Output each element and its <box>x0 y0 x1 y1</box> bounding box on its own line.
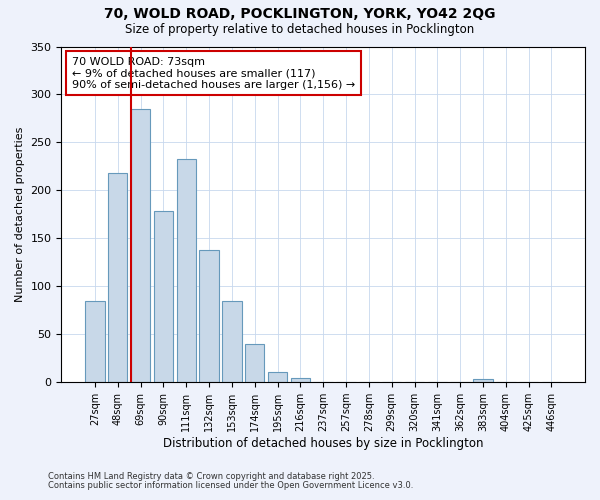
Bar <box>290 378 310 382</box>
Bar <box>108 173 127 382</box>
Text: 70, WOLD ROAD, POCKLINGTON, YORK, YO42 2QG: 70, WOLD ROAD, POCKLINGTON, YORK, YO42 2… <box>104 8 496 22</box>
Text: Contains public sector information licensed under the Open Government Licence v3: Contains public sector information licen… <box>48 481 413 490</box>
Bar <box>268 372 287 382</box>
Bar <box>176 158 196 382</box>
Text: Contains HM Land Registry data © Crown copyright and database right 2025.: Contains HM Land Registry data © Crown c… <box>48 472 374 481</box>
Y-axis label: Number of detached properties: Number of detached properties <box>15 126 25 302</box>
Text: 70 WOLD ROAD: 73sqm
← 9% of detached houses are smaller (117)
90% of semi-detach: 70 WOLD ROAD: 73sqm ← 9% of detached hou… <box>72 56 355 90</box>
Bar <box>473 380 493 382</box>
Text: Size of property relative to detached houses in Pocklington: Size of property relative to detached ho… <box>125 22 475 36</box>
Bar <box>199 250 219 382</box>
X-axis label: Distribution of detached houses by size in Pocklington: Distribution of detached houses by size … <box>163 437 484 450</box>
Bar <box>85 300 104 382</box>
Bar <box>154 212 173 382</box>
Bar <box>245 344 265 382</box>
Bar <box>131 109 150 382</box>
Bar <box>222 300 242 382</box>
